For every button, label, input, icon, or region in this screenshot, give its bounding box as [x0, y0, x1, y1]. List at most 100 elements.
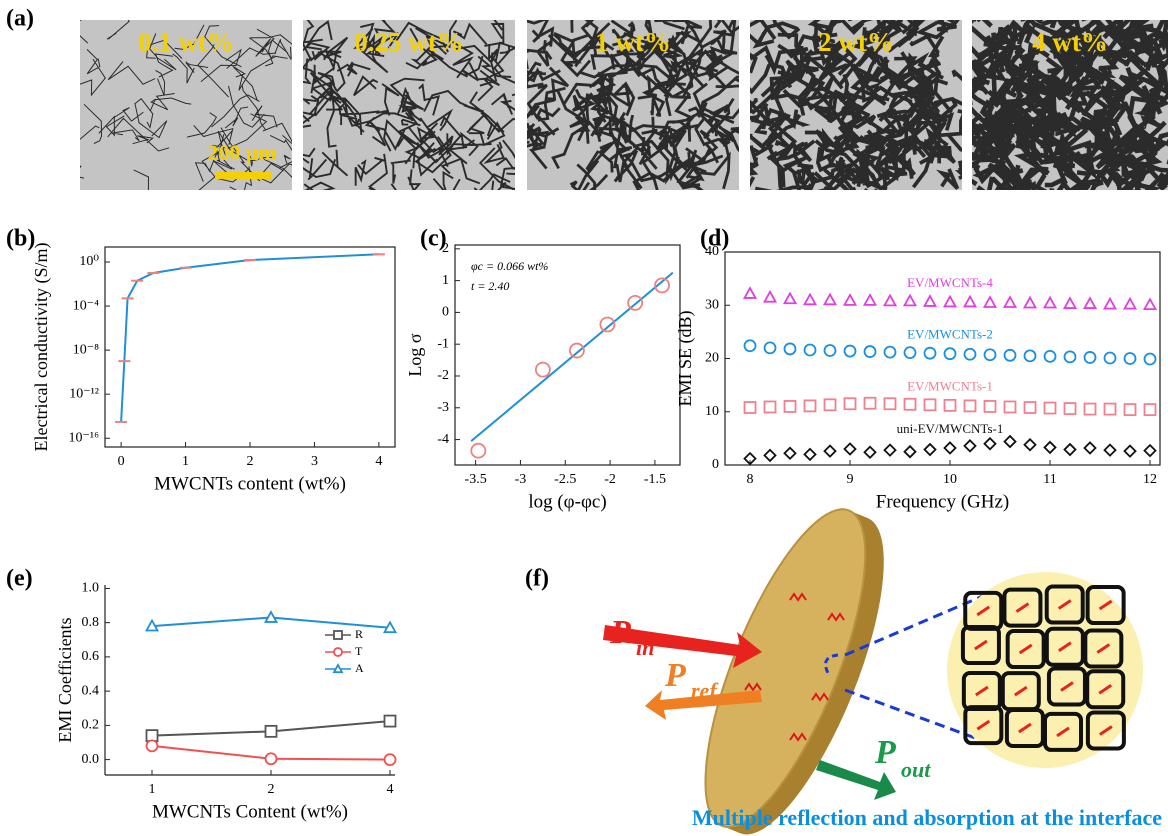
marker — [1025, 298, 1036, 308]
marker — [845, 444, 856, 455]
scale-bar-label: 200 μm — [207, 140, 276, 165]
series-label: uni-EV/MWCNTs-1 — [897, 421, 1004, 436]
marker — [1105, 352, 1116, 363]
marker — [570, 344, 584, 358]
micrograph-label: 1 wt% — [595, 27, 671, 57]
marker — [1145, 445, 1156, 456]
y-tick-label: 40 — [705, 244, 719, 259]
marker — [985, 297, 996, 307]
x-tick-label: 0 — [118, 454, 125, 469]
marker — [765, 292, 776, 302]
marker — [925, 296, 936, 306]
series-label: EV/MWCNTs-4 — [907, 275, 993, 290]
marker — [985, 438, 996, 449]
marker — [925, 399, 936, 410]
marker — [965, 400, 976, 411]
y-tick-label: -4 — [437, 432, 449, 447]
y-tick-label: 10⁻⁴ — [73, 298, 99, 313]
y-axis-label: Electrical conductivity (S/m) — [31, 243, 52, 452]
marker — [825, 399, 836, 410]
legend-label: R — [355, 627, 363, 641]
marker — [905, 295, 916, 305]
y-tick-label: 0 — [712, 457, 719, 472]
p-out-subscript: out — [901, 757, 931, 782]
micrograph-label: 4 wt% — [1032, 27, 1108, 57]
x-tick-label: 8 — [747, 472, 754, 487]
marker — [925, 444, 936, 455]
annotation: t = 2.40 — [471, 279, 509, 293]
panel-label: (e) — [6, 566, 33, 592]
marker — [334, 665, 342, 672]
y-tick-label: 0.6 — [82, 649, 100, 664]
panel-label: (f) — [525, 566, 549, 592]
marker — [745, 288, 756, 298]
series-label: EV/MWCNTs-2 — [907, 327, 993, 342]
y-axis-label: Log σ — [405, 333, 425, 376]
y-tick-label: 10⁰ — [79, 254, 99, 269]
marker — [1065, 351, 1076, 362]
marker — [885, 295, 896, 305]
marker — [765, 342, 776, 353]
marker — [965, 297, 976, 307]
marker — [1005, 297, 1016, 307]
x-axis-label: log (φ-φc) — [528, 491, 606, 512]
x-tick-label: 9 — [847, 472, 854, 487]
p-out-symbol: P — [874, 734, 896, 771]
x-tick-label: 3 — [311, 454, 318, 469]
marker — [805, 400, 816, 411]
marker — [1105, 404, 1116, 415]
y-tick-label: 10 — [705, 404, 719, 419]
y-tick-label: 10⁻⁸ — [73, 342, 99, 357]
scale-bar — [215, 172, 272, 179]
marker — [765, 401, 776, 412]
marker — [925, 348, 936, 359]
x-tick-label: 2 — [268, 782, 275, 797]
x-tick-label: 4 — [387, 782, 394, 797]
panel-label: (a) — [6, 6, 34, 32]
marker — [945, 400, 956, 411]
marker — [1125, 299, 1136, 309]
y-axis-label: EMI Coefficients — [55, 617, 75, 742]
series-line — [121, 254, 379, 422]
marker — [985, 349, 996, 360]
marker — [1145, 404, 1156, 415]
legend-label: A — [355, 661, 364, 675]
marker — [785, 448, 796, 459]
plot-frame — [105, 247, 395, 447]
y-tick-label: 10⁻¹⁶ — [69, 430, 100, 445]
y-tick-label: 30 — [705, 297, 719, 312]
y-tick-label: 0.0 — [82, 752, 100, 767]
marker — [147, 730, 158, 741]
marker — [865, 398, 876, 409]
marker — [885, 445, 896, 456]
marker — [785, 401, 796, 412]
x-tick-label: 1 — [149, 782, 156, 797]
marker — [845, 346, 856, 357]
marker — [1005, 350, 1016, 361]
y-tick-label: 1 — [442, 273, 449, 288]
y-tick-label: 1.0 — [82, 581, 100, 596]
y-tick-label: -1 — [437, 336, 449, 351]
marker — [825, 446, 836, 457]
x-axis-label: Frequency (GHz) — [876, 491, 1009, 512]
x-axis-label: MWCNTs content (wt%) — [154, 473, 346, 494]
marker — [845, 398, 856, 409]
marker — [334, 631, 342, 639]
y-tick-label: 20 — [705, 351, 719, 366]
p-ref-symbol: P — [664, 657, 686, 694]
marker — [865, 346, 876, 357]
marker — [1025, 439, 1036, 450]
marker — [385, 754, 396, 765]
fit-line — [471, 273, 673, 441]
marker — [905, 347, 916, 358]
marker — [1065, 444, 1076, 455]
x-tick-label: 12 — [1143, 472, 1157, 487]
marker — [1045, 298, 1056, 308]
marker — [865, 295, 876, 305]
marker — [1105, 299, 1116, 309]
marker — [1085, 442, 1096, 453]
marker — [985, 401, 996, 412]
marker — [1125, 446, 1136, 457]
marker — [965, 349, 976, 360]
y-tick-label: 2 — [442, 241, 449, 256]
